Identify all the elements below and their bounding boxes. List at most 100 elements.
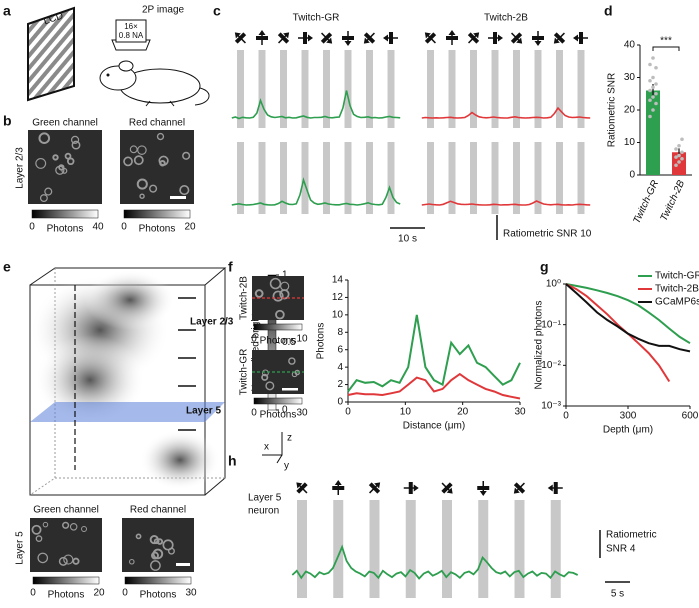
cell bbox=[64, 152, 72, 160]
layer-label: Layer 2/3 bbox=[190, 317, 234, 328]
stimulus-bar bbox=[470, 142, 477, 214]
stimulus-bar bbox=[513, 50, 520, 128]
stimulus-bar bbox=[448, 142, 456, 214]
icon-head bbox=[534, 41, 542, 46]
stimulus-bar bbox=[556, 142, 563, 214]
stimulus-bar bbox=[366, 142, 373, 214]
stimulus-bar bbox=[280, 142, 287, 214]
column-title: Twitch-GR bbox=[293, 13, 340, 24]
legend-label: Twitch-2B bbox=[655, 284, 699, 295]
icon-head bbox=[547, 484, 553, 492]
scale-bar bbox=[282, 388, 298, 391]
cell bbox=[162, 539, 174, 551]
colorbar-min: 0 bbox=[29, 222, 35, 233]
legend-label: GCaMP6s bbox=[655, 297, 699, 308]
direction-icon bbox=[513, 482, 526, 494]
data-point bbox=[648, 88, 652, 93]
stimulus-bar bbox=[366, 50, 373, 128]
stimulus-bar bbox=[301, 50, 309, 128]
bar bbox=[646, 90, 660, 175]
icon-bar bbox=[510, 32, 523, 44]
cell bbox=[150, 560, 161, 571]
cell bbox=[156, 538, 164, 545]
y-tick-label: 10⁻² bbox=[541, 360, 561, 371]
trace bbox=[231, 177, 401, 206]
colorbar bbox=[253, 323, 303, 331]
direction-icon bbox=[332, 480, 345, 495]
cell bbox=[63, 554, 74, 565]
icon-bar bbox=[256, 36, 268, 40]
image-title: Red channel bbox=[129, 118, 185, 129]
data-point bbox=[674, 163, 678, 168]
icon-head bbox=[234, 32, 241, 39]
significance-bracket bbox=[652, 46, 680, 51]
y-tick-label: 8 bbox=[337, 327, 343, 338]
icon-head bbox=[296, 482, 303, 489]
colorbar-max: 20 bbox=[184, 222, 196, 233]
stimulus-bar bbox=[297, 500, 307, 598]
icon-head bbox=[283, 32, 290, 39]
icon-head bbox=[553, 37, 560, 44]
y-tick-label: 10⁻¹ bbox=[541, 319, 561, 330]
neuron-label: neuron bbox=[248, 506, 279, 517]
direction-icon bbox=[446, 30, 458, 45]
icon-bar bbox=[408, 482, 413, 494]
colorbar-max: 30 bbox=[185, 588, 197, 599]
y-tick-label: 10 bbox=[332, 309, 344, 320]
cell bbox=[66, 157, 75, 166]
icon-bar bbox=[277, 32, 290, 44]
icon-head bbox=[344, 41, 352, 46]
panel-label: g bbox=[540, 259, 549, 275]
image-title: Red channel bbox=[130, 505, 186, 516]
y-axis-label: Photons bbox=[316, 323, 327, 360]
data-point bbox=[677, 153, 681, 158]
cell bbox=[129, 145, 138, 154]
cell bbox=[261, 369, 269, 377]
cell bbox=[72, 557, 80, 565]
colorbar-max: 40 bbox=[92, 222, 104, 233]
series-line bbox=[565, 283, 671, 383]
icon-bar bbox=[441, 482, 453, 494]
icon-head bbox=[258, 30, 266, 35]
data-point bbox=[654, 82, 658, 86]
series-line bbox=[347, 372, 521, 400]
cell bbox=[123, 156, 133, 167]
colorbar-tick-label: 0 bbox=[282, 405, 288, 416]
data-point bbox=[651, 75, 655, 80]
direction-icon bbox=[277, 32, 290, 44]
cell bbox=[179, 185, 190, 196]
stimulus-bar bbox=[534, 50, 542, 128]
icon-head bbox=[363, 37, 370, 44]
cell bbox=[139, 193, 145, 199]
y-tick-label: 10⁰ bbox=[546, 279, 561, 290]
direction-icon bbox=[441, 482, 453, 494]
icon-bar bbox=[389, 32, 393, 44]
cell bbox=[133, 155, 144, 166]
icon-head bbox=[513, 487, 520, 494]
cell bbox=[159, 159, 166, 167]
cell bbox=[69, 523, 78, 531]
objective-label: 0.8 NA bbox=[119, 31, 144, 40]
stimulus-bar bbox=[237, 50, 244, 128]
stimulus-bar bbox=[448, 50, 456, 128]
cell bbox=[52, 154, 59, 161]
snr-scale-label: Ratiometric bbox=[606, 530, 657, 541]
cell bbox=[61, 167, 68, 174]
scale-bar bbox=[176, 563, 190, 566]
layer-label: Layer 2/3 bbox=[15, 147, 26, 189]
direction-icon bbox=[383, 32, 398, 44]
icon-head bbox=[448, 30, 456, 35]
cell bbox=[151, 551, 159, 560]
axis-name: x bbox=[264, 442, 269, 453]
colorbar-min: 0 bbox=[251, 334, 257, 345]
x-tick-label: Twitch-2B bbox=[659, 178, 688, 223]
direction-icon bbox=[342, 31, 354, 46]
cell bbox=[62, 521, 70, 529]
direction-icon bbox=[363, 32, 376, 44]
y-tick-label: 10 bbox=[624, 137, 636, 148]
y-tick-label: 0 bbox=[337, 397, 343, 408]
icon-head bbox=[424, 32, 431, 39]
stimulus-bar bbox=[387, 142, 395, 214]
cell bbox=[58, 164, 65, 171]
